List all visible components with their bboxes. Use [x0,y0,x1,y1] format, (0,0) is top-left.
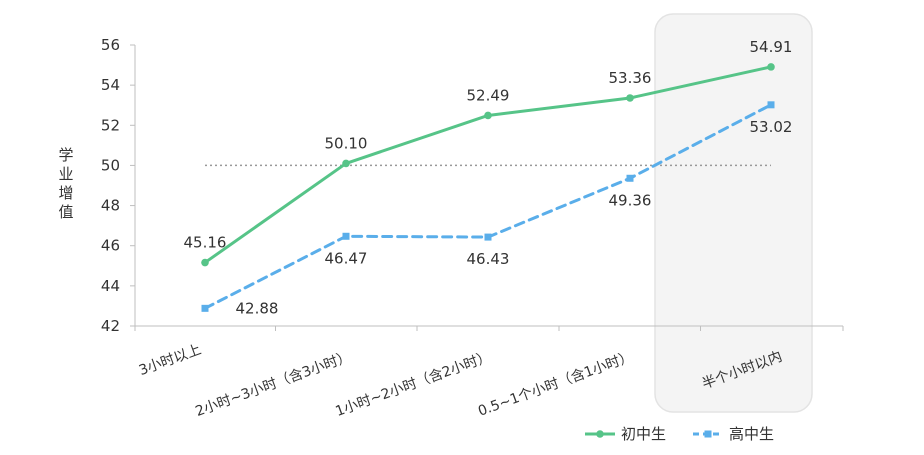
data-label: 54.91 [750,38,793,56]
data-point [484,111,492,120]
data-point [484,233,492,241]
data-label: 50.10 [325,134,368,152]
y-axis-title: 学业增值 [58,146,73,221]
data-point [201,304,209,312]
highlight-panel [654,13,813,413]
data-label: 49.36 [609,191,652,209]
data-point [342,159,350,168]
legend-label: 初中生 [621,425,666,443]
y-tick-label: 48 [101,197,120,215]
y-tick-label: 52 [101,116,120,134]
x-category-label: 0.5~1个小时（含1小时） [476,349,635,420]
data-point [342,232,350,240]
data-point [767,101,775,109]
data-label: 42.88 [236,299,279,317]
x-category-label: 3小时以上 [137,342,203,379]
data-label: 53.02 [750,118,793,136]
y-tick-label: 56 [101,36,120,54]
data-label: 53.36 [609,69,652,87]
data-point [626,94,634,102]
legend-swatch-marker [704,430,712,438]
data-label: 46.47 [325,249,368,267]
data-point [201,258,209,267]
y-tick-label: 46 [101,237,120,255]
data-label: 46.43 [467,250,510,268]
data-point [767,63,775,71]
y-tick-label: 50 [101,156,120,174]
data-label: 45.16 [184,234,227,252]
y-tick-label: 54 [101,76,120,94]
legend-swatch-marker [596,430,604,438]
x-category-label: 1小时~2小时（含2小时） [333,349,493,420]
data-point [626,174,634,182]
y-tick-label: 42 [101,317,120,335]
y-tick-label: 44 [101,277,120,295]
x-category-label: 2小时~3小时（含3小时） [193,349,353,420]
data-label: 52.49 [467,86,510,104]
legend-label: 高中生 [729,425,774,443]
